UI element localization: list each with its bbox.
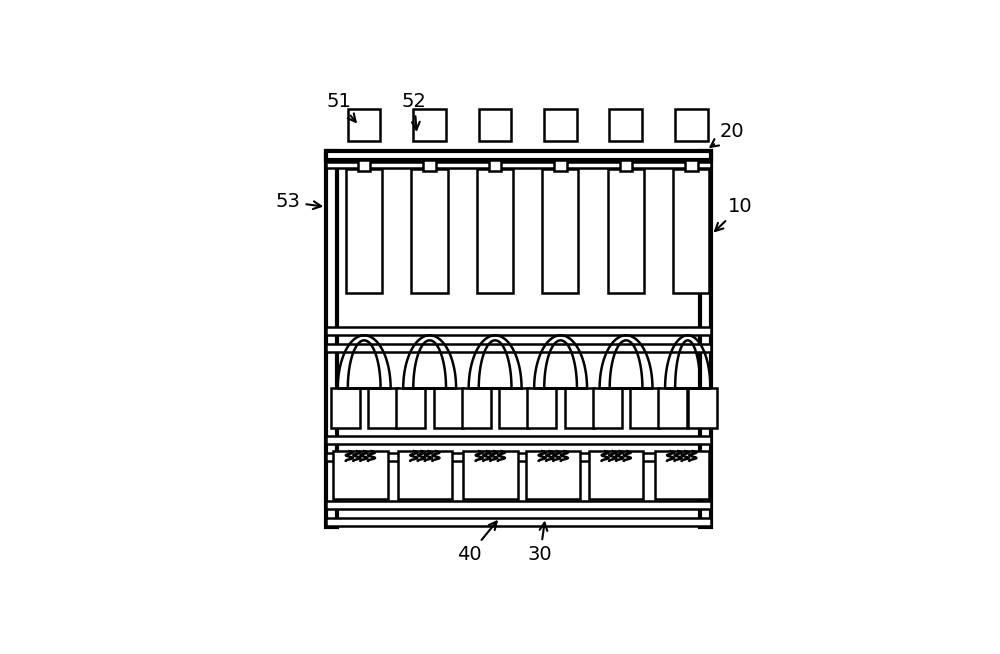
Bar [688,388,717,428]
Bar [527,388,556,428]
Bar [423,160,436,171]
Bar [622,160,630,169]
Bar [687,160,695,169]
Bar [396,388,425,428]
Bar [630,388,660,428]
Bar [554,160,567,171]
Bar [326,162,711,167]
Text: 30: 30 [528,523,553,564]
Bar [326,345,711,353]
Bar [658,388,687,428]
Bar [333,451,388,499]
Bar [426,160,433,169]
Text: 40: 40 [457,521,497,564]
Bar [411,169,448,292]
Bar [326,327,711,336]
Bar [608,169,644,292]
Text: 10: 10 [715,198,752,231]
Bar [413,109,446,141]
Text: 53: 53 [276,192,321,211]
Bar [360,160,368,169]
Bar [398,451,452,499]
Bar [526,451,580,499]
Bar [489,160,501,171]
Bar [673,169,709,292]
Text: 20: 20 [710,122,744,147]
Bar [565,388,594,428]
Bar [331,388,360,428]
Bar [463,451,518,499]
Bar [326,453,711,460]
Bar [491,160,499,169]
Bar [368,388,398,428]
Bar [542,169,578,292]
Bar [326,152,711,160]
Bar [675,109,708,141]
Bar [326,152,337,526]
Bar [593,388,622,428]
Bar [685,160,698,171]
Bar [348,109,380,141]
Bar [462,388,491,428]
Bar [557,160,564,169]
Bar [544,109,577,141]
Bar [434,388,463,428]
Text: 52: 52 [402,92,427,129]
Bar [358,160,370,171]
Bar [700,152,711,526]
Bar [609,109,642,141]
Text: 51: 51 [326,92,356,122]
Bar [326,517,711,526]
Bar [346,169,382,292]
Bar [655,451,709,499]
Bar [499,388,529,428]
Bar [479,109,511,141]
Bar [326,436,711,443]
Bar [326,501,711,509]
Bar [589,451,643,499]
Bar [477,169,513,292]
Bar [620,160,632,171]
